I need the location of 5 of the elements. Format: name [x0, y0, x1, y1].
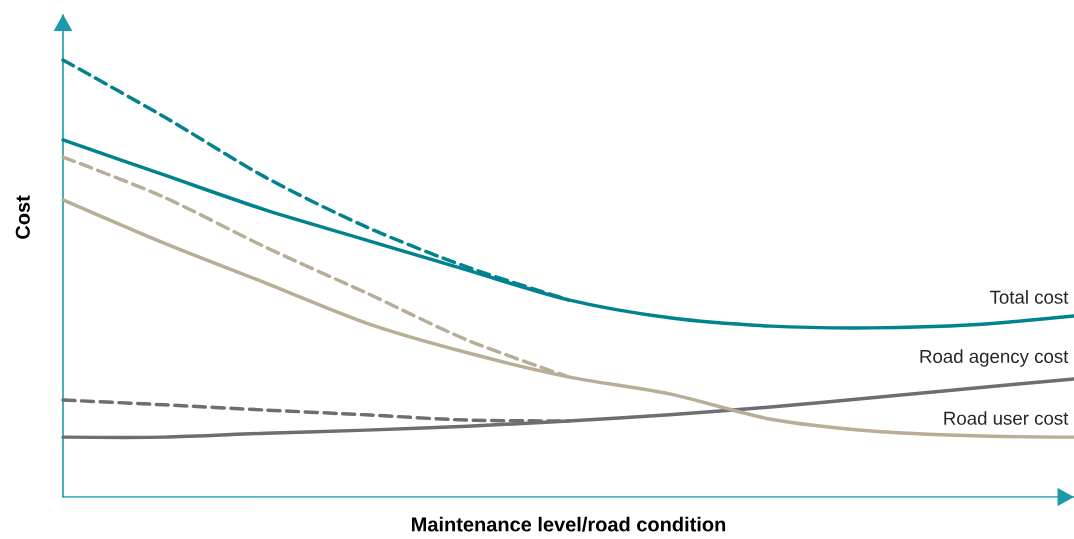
y-axis-title: Cost — [15, 195, 30, 239]
series-label: Road agency cost — [920, 349, 1069, 367]
series-label: Total cost — [989, 290, 1069, 304]
x-axis-title: Maintenance level/road condition — [412, 516, 726, 532]
series-label: Road user cost — [944, 411, 1069, 425]
